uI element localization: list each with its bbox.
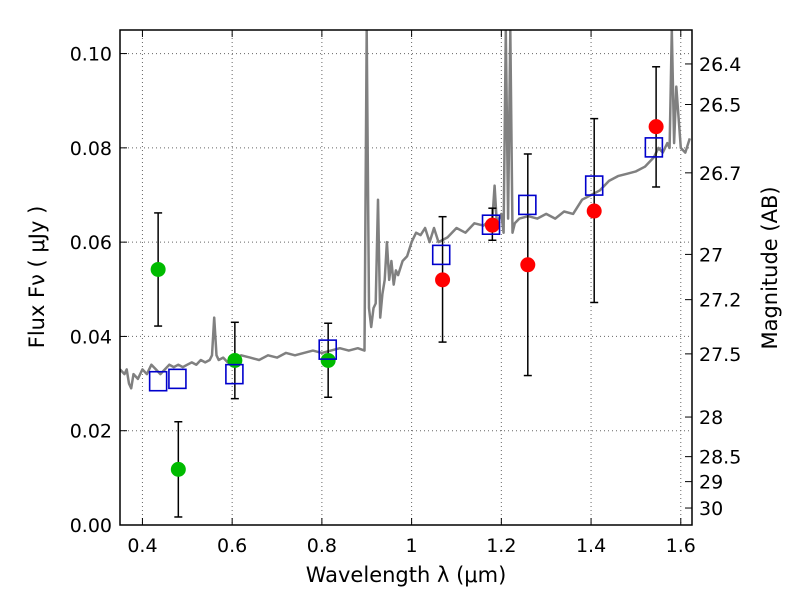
tick-labels: 0.4 0.6 0.8 1 1.2 1.4 1.6 0.00 0.02 0.04 0.06 0.08 0… [70,44,742,557]
data-point [484,217,500,233]
y-tick-label: 0.00 [70,515,112,537]
data-point [520,257,536,273]
grid [120,30,692,525]
data-point [586,203,602,219]
magnitude-tick-label: 29 [699,472,723,494]
model-square [644,137,664,158]
model-square [518,194,537,216]
magnitude-tick-label: 30 [699,498,723,520]
data-point [150,261,166,277]
data-point [648,119,664,135]
y-tick-label: 0.02 [70,421,112,443]
model-square [168,368,187,390]
data-point [170,461,186,477]
magnitude-tick-label: 26.4 [699,54,741,76]
magnitude-tick-label: 26.5 [699,94,741,116]
marker-layer [148,119,664,477]
magnitude-tick-label: 28 [699,407,723,429]
y-axis-label: Flux Fν ( μJy ) [25,206,49,349]
x-tick-label: 1.6 [666,535,696,557]
spectrum-layer [120,30,691,390]
y-tick-label: 0.08 [70,138,112,160]
x-tick-label: 1.2 [486,535,516,557]
model-square [481,214,501,235]
y-tick-label: 0.10 [70,44,112,66]
tick-layer [120,30,692,526]
y-tick-label: 0.06 [70,232,112,254]
x-axis-label: Wavelength λ (μm) [306,563,507,587]
plot-frame [119,29,693,526]
magnitude-tick-label: 26.7 [699,163,741,185]
x-tick-label: 0.8 [307,535,337,557]
data-point [227,352,243,368]
x-tick-label: 1 [406,535,418,557]
y-tick-label: 0.04 [70,326,112,348]
data-point [320,352,336,368]
magnitude-tick-label: 27.2 [699,290,741,312]
model-square [431,244,451,266]
x-tick-label: 0.4 [127,535,157,557]
model-square [148,370,168,392]
model-square [225,363,244,385]
y2-axis-label: Magnitude (AB) [758,186,782,349]
x-tick-label: 0.6 [217,535,247,557]
magnitude-tick-label: 28.5 [699,447,741,469]
magnitude-tick-label: 27.5 [699,344,741,366]
x-tick-label: 1.4 [576,535,606,557]
data-point [435,272,451,288]
model-square [584,175,604,196]
model-square [318,339,338,360]
magnitude-tick-label: 27 [699,244,723,266]
errorbar-layer [154,66,661,518]
spectrum-line [120,30,691,390]
